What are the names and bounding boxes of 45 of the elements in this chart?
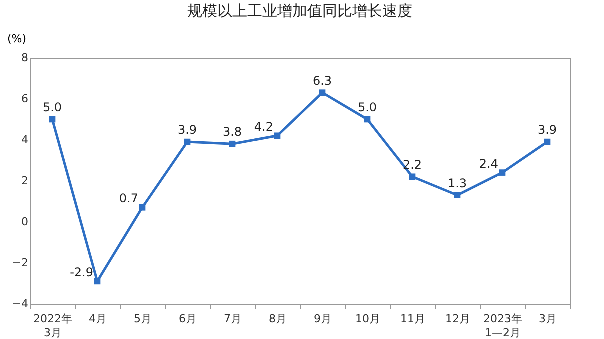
x-tick-label: 12月 [446,312,470,326]
text: 1.3 [448,176,468,190]
text: 3.9 [178,123,198,138]
text: 0.7 [119,192,138,206]
y-tick-label: 2 [22,174,28,188]
text: 2.2 [402,158,422,172]
y-tick-label: −4 [12,298,28,310]
x-tick-label: 2023年 1—2月 [484,312,522,339]
x-tick-label: 11月 [400,312,426,326]
x-tick-label: 4月 [89,312,107,326]
text: 5.0 [42,100,62,114]
point [499,170,506,176]
point [319,90,326,96]
point [544,138,551,146]
x-tick-label: 10月 [356,312,380,326]
point [49,116,56,123]
chart-title: 规模以上工业增加值同比增长速度 [188,2,412,20]
point [274,132,281,140]
y-tick-label: −2 [12,256,28,270]
y-tick-label: 8 [22,52,28,64]
text: 5.0 [358,100,378,114]
y-tick-label: 4 [22,134,28,146]
x-tick-label: 2022年 3月 [34,312,72,339]
text: 3.9 [538,123,558,138]
point [184,138,191,146]
point [454,192,461,199]
x-tick-label: 9月 [314,312,332,326]
x-tick-label: 7月 [224,312,242,326]
text: 2.4 [479,156,498,171]
point [364,116,371,123]
y-tick-label: 6 [22,92,28,106]
point [94,278,101,285]
x-tick-label: 8月 [269,312,287,326]
x-tick-label: 6月 [179,312,197,326]
text: 6.3 [312,74,332,88]
y-tick-label: 0 [22,216,28,228]
point [139,204,146,211]
x-tick-label: 5月 [134,312,152,326]
text: -2.9 [70,265,94,280]
text: 3.8 [222,125,242,140]
x-tick-label: 3月 [539,312,557,326]
point [229,140,236,148]
point [409,174,416,180]
y-axis-title: (%) [7,32,26,46]
text: 4.2 [254,120,274,134]
